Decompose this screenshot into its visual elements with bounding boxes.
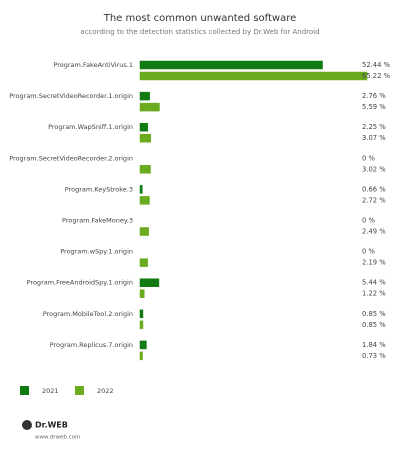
value-label: 52.44 % bbox=[362, 61, 391, 69]
value-label: 0 % bbox=[362, 217, 375, 225]
category-label: Program.FakeMoney.3 bbox=[62, 217, 133, 225]
legend-swatch bbox=[75, 386, 84, 395]
logo: Dr.WEB www.drweb.com bbox=[22, 420, 80, 441]
bar bbox=[139, 91, 150, 101]
value-label: 2.76 % bbox=[362, 92, 386, 100]
chart-title: The most common unwanted software bbox=[103, 13, 297, 24]
bar bbox=[139, 309, 144, 319]
bar bbox=[139, 320, 144, 330]
value-label: 2.19 % bbox=[362, 259, 386, 267]
category-label: Program.Replicus.7.origin bbox=[50, 341, 133, 349]
value-label: 1.84 % bbox=[362, 341, 386, 349]
bar bbox=[139, 165, 151, 174]
bar bbox=[139, 278, 160, 287]
category-label: Program.MobileTool.2.origin bbox=[43, 310, 133, 318]
value-label: 0 % bbox=[362, 248, 375, 256]
category-label: Program.WapSniff.1.origin bbox=[48, 123, 133, 131]
bar bbox=[139, 196, 150, 205]
bar bbox=[139, 133, 151, 143]
value-label: 0.85 % bbox=[362, 321, 386, 329]
bar bbox=[139, 122, 149, 132]
bar bbox=[139, 227, 149, 236]
logo-icon bbox=[22, 420, 32, 430]
value-label: 0 % bbox=[362, 154, 375, 162]
value-label: 3.07 % bbox=[362, 134, 386, 142]
category-label: Program.FakeAntiVirus.1 bbox=[53, 61, 133, 69]
value-label: 0.85 % bbox=[362, 310, 386, 318]
logo-text: Dr.WEB bbox=[35, 421, 68, 430]
legend-label: 2022 bbox=[97, 387, 114, 395]
value-label: 2.25 % bbox=[362, 123, 386, 131]
value-label: 0.66 % bbox=[362, 185, 386, 193]
bar bbox=[139, 258, 148, 267]
value-label: 2.72 % bbox=[362, 196, 386, 204]
bar bbox=[139, 102, 160, 112]
chart-subtitle: according to the detection statistics co… bbox=[80, 28, 319, 36]
value-label: 3.02 % bbox=[362, 165, 386, 173]
category-label: Program.SecretVideoRecorder.2.origin bbox=[9, 154, 133, 162]
value-label: 5.59 % bbox=[362, 103, 386, 111]
value-label: 0.73 % bbox=[362, 352, 386, 360]
value-label: 2.49 % bbox=[362, 228, 386, 236]
value-label: 65.22 % bbox=[362, 72, 391, 80]
category-label: Program.FreeAndroidSpy.1.origin bbox=[27, 279, 133, 287]
bar bbox=[139, 351, 143, 361]
value-label: 1.22 % bbox=[362, 290, 386, 298]
legend-swatch bbox=[20, 386, 29, 395]
bar bbox=[139, 289, 145, 298]
category-label: Program.wSpy.1.origin bbox=[60, 248, 133, 256]
bar bbox=[139, 185, 143, 194]
category-label: Program.KeyStroke.3 bbox=[65, 185, 133, 193]
logo-url: www.drweb.com bbox=[35, 435, 80, 441]
bar bbox=[139, 71, 368, 81]
value-label: 5.44 % bbox=[362, 279, 386, 287]
legend-label: 2021 bbox=[42, 387, 59, 395]
bar bbox=[139, 60, 323, 70]
bar bbox=[139, 340, 147, 350]
category-label: Program.SecretVideoRecorder.1.origin bbox=[9, 92, 133, 100]
